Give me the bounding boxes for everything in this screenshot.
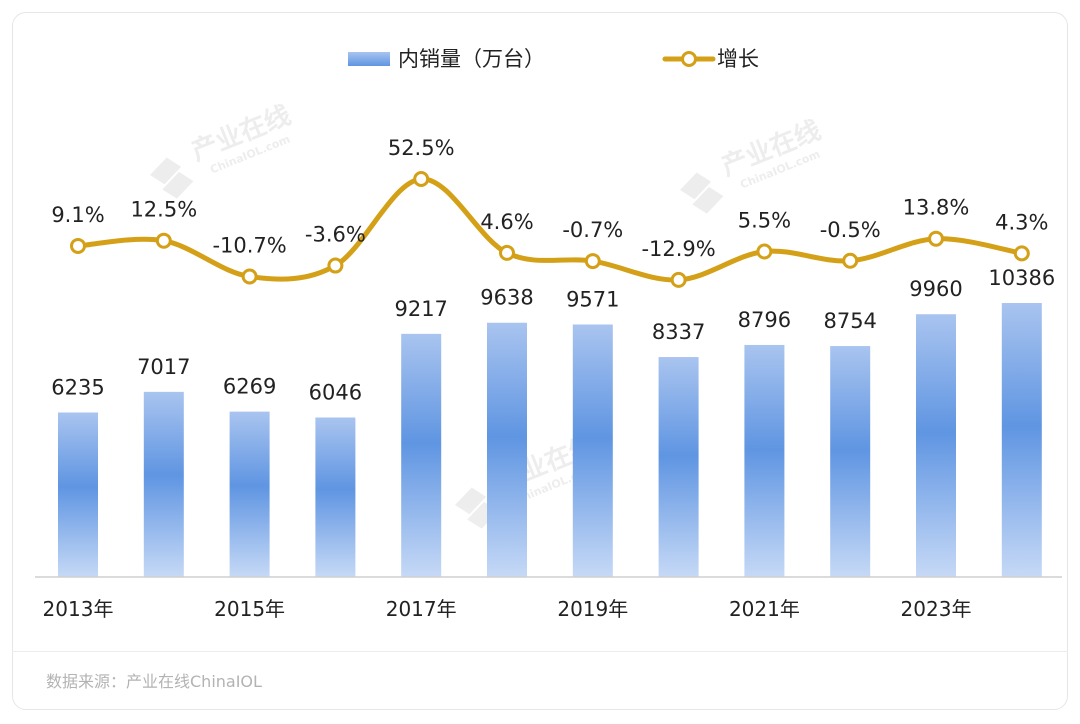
line-point (1013, 245, 1030, 262)
legend-line-label: 增长 (717, 47, 759, 71)
line-value-label: 9.1% (51, 203, 104, 227)
line-value-label: -0.5% (820, 218, 881, 242)
bar (315, 417, 356, 577)
line-value-label: 5.5% (738, 209, 791, 233)
bar-value-label: 6046 (309, 380, 362, 404)
line-series (70, 171, 1030, 288)
legend-line-marker (681, 51, 697, 67)
line-point (584, 253, 601, 270)
bar-data-labels: 6235 7017 6269 6046 9217 9638 9571 8337 8796 8754… (51, 266, 1055, 404)
bar (143, 391, 184, 577)
watermark-logo: 产业在线 ChinaIOL.com (150, 100, 295, 199)
bar (916, 314, 956, 577)
bar-value-label: 8754 (823, 309, 876, 333)
line-point (928, 230, 944, 247)
bar-value-label: 6235 (51, 376, 104, 400)
watermark-logo: 产业在线 ChinaIOL.com (680, 115, 825, 214)
line-value-label: -0.7% (562, 218, 623, 242)
bar-value-label: 7017 (137, 355, 190, 379)
bar-value-label: 8337 (652, 320, 705, 344)
x-tick-labels: 2013年 2015年 2017年 2019年 2021年 2023年 (43, 597, 972, 621)
x-tick-label: 2015年 (214, 597, 285, 621)
bar (229, 411, 270, 577)
line-point (327, 257, 344, 274)
x-tick-label: 2019年 (557, 597, 628, 621)
line-value-label: -3.6% (305, 223, 366, 247)
legend: 内销量（万台） 增长 (348, 47, 759, 71)
line-point (842, 252, 859, 269)
bar (1001, 303, 1042, 577)
x-tick-label: 2017年 (386, 597, 457, 621)
footer-divider (12, 651, 1068, 710)
chart-card (12, 12, 1068, 710)
bar (744, 344, 785, 577)
line-value-label: 52.5% (388, 136, 455, 160)
legend-bar-label: 内销量（万台） (398, 47, 545, 71)
x-tick-label: 2023年 (901, 597, 972, 621)
bar-series (58, 303, 1042, 577)
bar (572, 324, 613, 577)
bar-value-label: 8796 (738, 308, 791, 332)
legend-bar-swatch (348, 52, 390, 66)
bar-value-label: 9217 (394, 297, 447, 321)
source-note: 数据来源：产业在线ChinaIOL (46, 672, 262, 691)
line-data-labels: 9.1% 12.5% -10.7% -3.6% 52.5% 4.6% -0.7% -12.9%… (51, 136, 1048, 261)
bar-value-label: 9571 (566, 288, 619, 312)
bar (830, 346, 871, 577)
line-point (670, 271, 687, 288)
line-value-label: 4.3% (995, 210, 1048, 234)
line-point (241, 268, 258, 285)
bar (487, 322, 527, 577)
bar (58, 412, 98, 577)
bar (658, 357, 699, 577)
line-value-label: -10.7% (212, 234, 286, 258)
x-tick-label: 2013年 (43, 597, 114, 621)
bar-value-label: 9960 (909, 277, 962, 301)
bar-value-label: 9638 (480, 286, 533, 310)
bar-value-label: 6269 (223, 375, 276, 399)
line-point (499, 244, 515, 261)
line-value-label: -12.9% (641, 237, 715, 261)
x-tick-label: 2021年 (729, 597, 800, 621)
line-value-label: 13.8% (903, 196, 970, 220)
bar-value-label: 10386 (988, 266, 1055, 290)
line-value-label: 4.6% (480, 210, 533, 234)
line-point (155, 232, 172, 249)
bar (401, 333, 442, 577)
line-point (756, 243, 773, 260)
line-value-label: 12.5% (130, 198, 197, 222)
line-point (413, 171, 430, 187)
line-point (70, 237, 86, 254)
